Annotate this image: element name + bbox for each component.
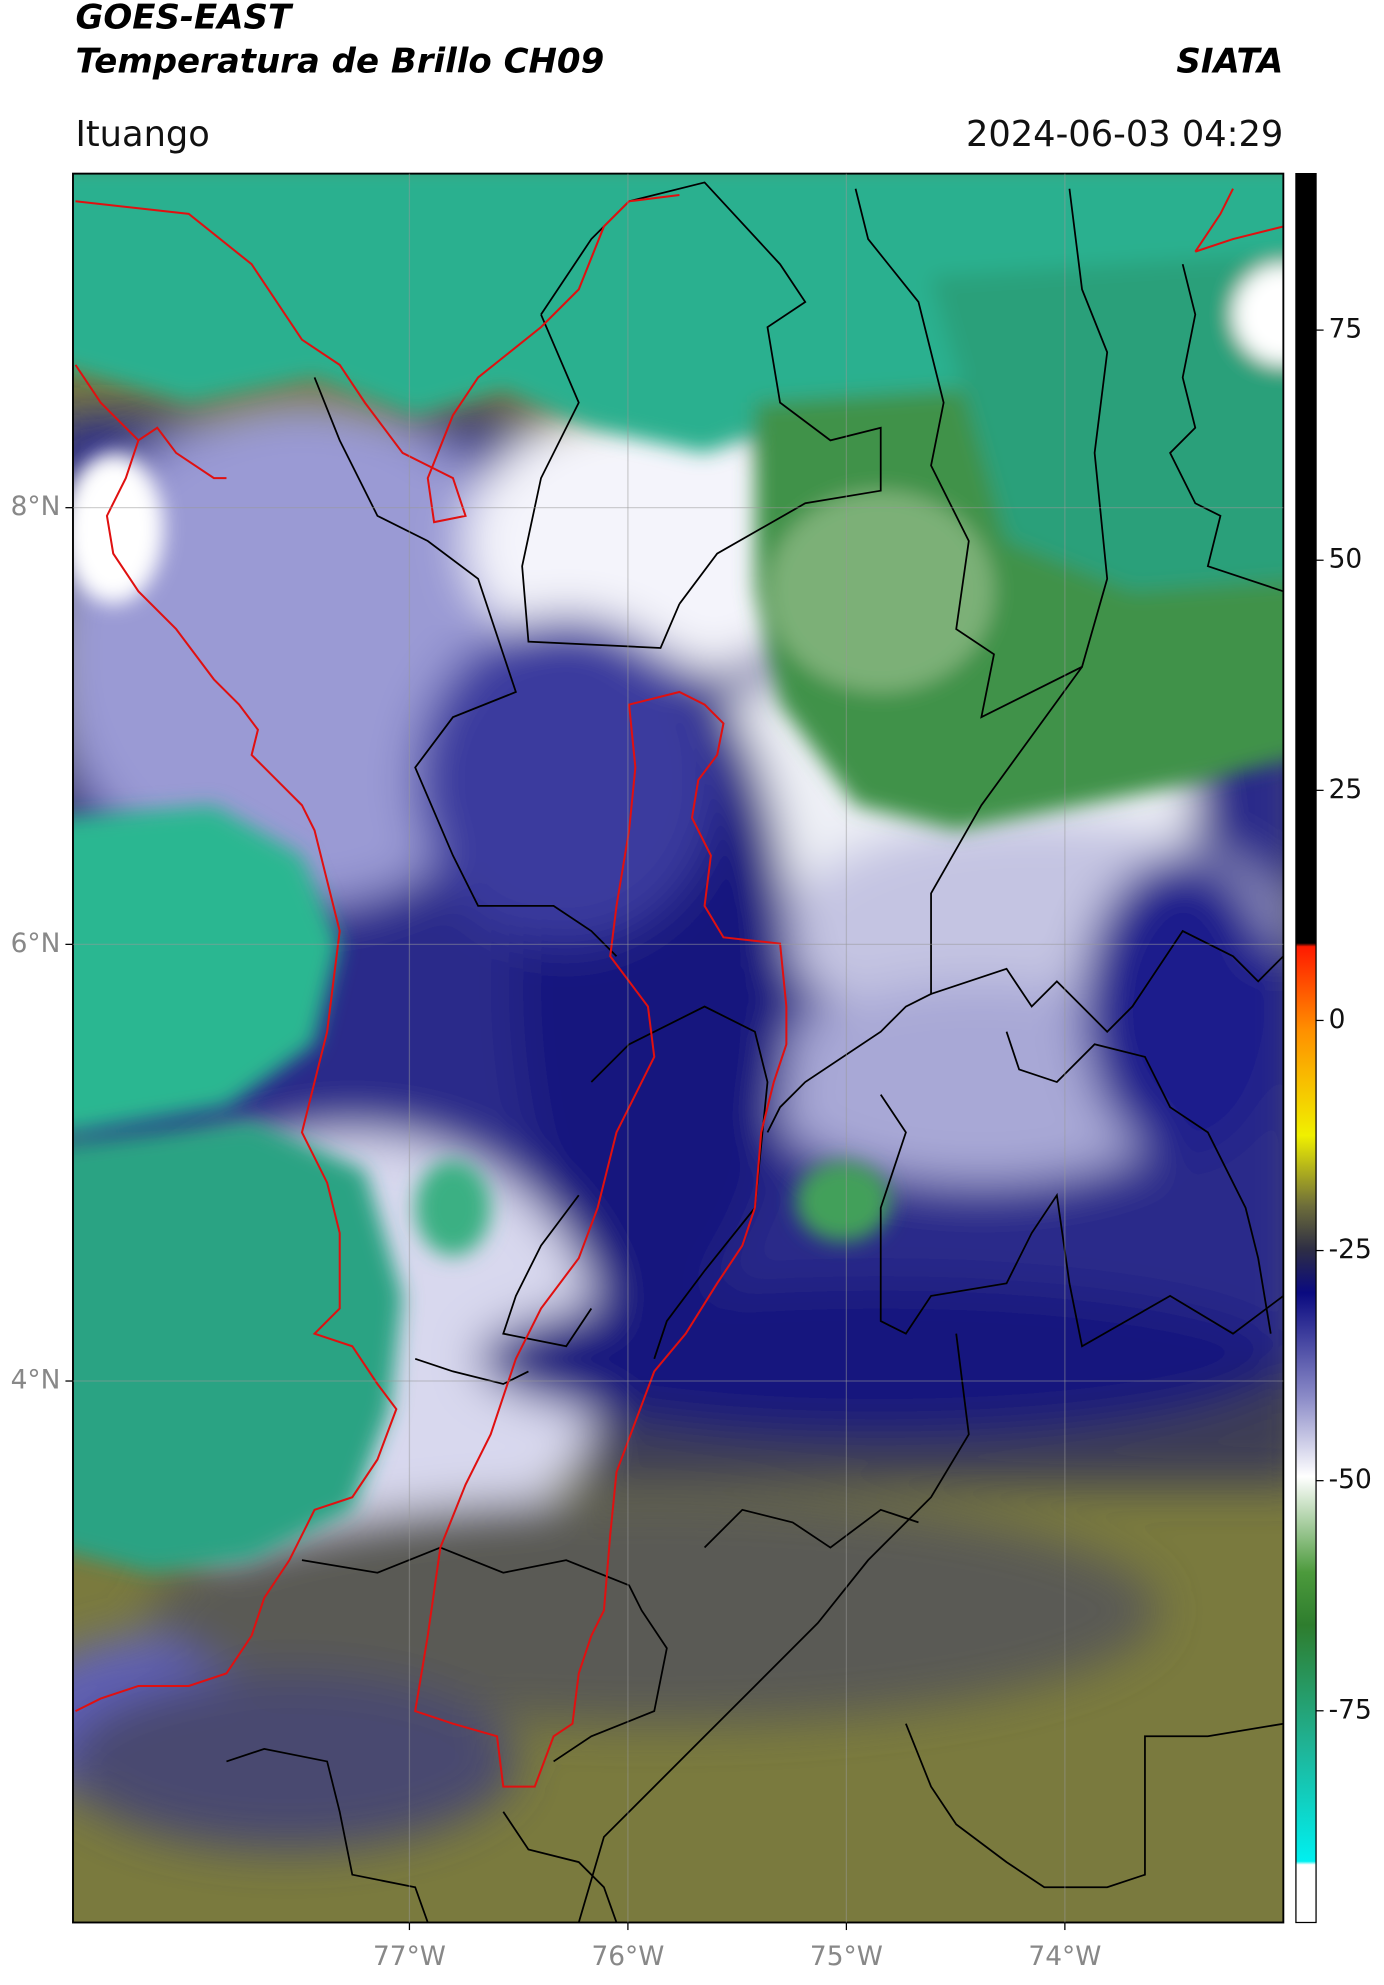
colorbar-tick-label: -75 (1329, 1694, 1372, 1725)
y-tick-label: 8°N (11, 491, 61, 522)
colorbar (1295, 172, 1317, 1924)
y-tick-label: 6°N (11, 928, 61, 959)
colorbar-tick-label: 0 (1329, 1004, 1346, 1035)
y-tick-label: 4°N (11, 1365, 61, 1396)
colorbar-tick-label: -25 (1329, 1234, 1372, 1265)
map-frame (72, 172, 1285, 1924)
x-tick-label: 77°W (373, 1941, 446, 1972)
satellite-image (72, 173, 1284, 1923)
colorbar-tick-label: -50 (1329, 1464, 1372, 1495)
x-tick-label: 76°W (591, 1941, 664, 1972)
subtitle: Temperatura de Brillo CH09 (75, 41, 604, 81)
colorbar-tick-label: 50 (1329, 544, 1363, 575)
brand: SIATA (1176, 41, 1283, 81)
x-tick-label: 75°W (810, 1941, 883, 1972)
title: GOES-EAST (75, 0, 293, 37)
x-tick-label: 74°W (1028, 1941, 1101, 1972)
colorbar-tick-label: 75 (1329, 314, 1363, 345)
colorbar-tick-label: 25 (1329, 774, 1363, 805)
datetime: 2024-06-03 04:29 (966, 114, 1283, 155)
location: Ituango (75, 114, 209, 155)
